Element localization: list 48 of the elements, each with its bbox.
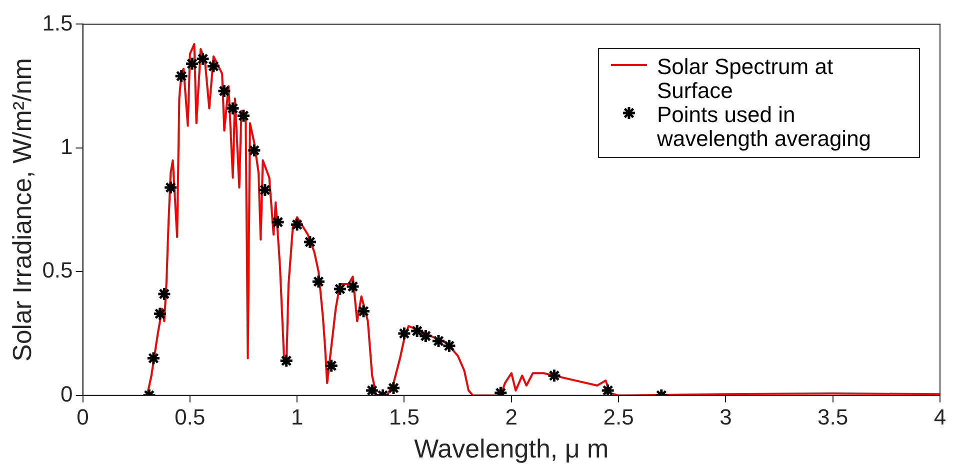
point [174,68,189,84]
point [156,286,172,302]
y-tick-label: 1.5 [42,10,73,36]
point [346,279,360,294]
point [236,108,251,124]
point [216,84,232,98]
y-axis-title: Solar Irradiance, W/m²/nm [6,58,37,362]
point [146,351,161,366]
point [332,282,348,296]
point [431,334,446,348]
y-tick-label: 0 [60,381,73,406]
point [226,101,240,116]
x-tick-label: 1.5 [388,404,420,430]
point [206,59,221,74]
point [356,304,371,319]
x-tick-label: 2.5 [603,404,634,430]
point [302,234,318,250]
point [324,358,339,373]
point [547,368,562,383]
y-tick-label: 0.5 [42,258,73,283]
point [163,180,178,195]
point [442,338,456,354]
point [410,324,424,338]
legend-label: Points used in wavelength averaging [657,102,872,151]
point [396,326,412,341]
point [418,328,433,344]
legend-label: Solar Spectrum at Surface [657,54,834,103]
point [246,143,262,158]
x-tick-label: 2 [505,404,518,430]
x-tick-label: 4 [934,404,946,430]
x-tick-label: 1 [290,404,304,430]
point [290,217,304,232]
x-tick-label: 0.5 [174,404,206,430]
point [364,383,380,396]
point [386,380,401,396]
x-axis-title: Wavelength, μ m [414,434,609,464]
point [311,274,326,289]
point [600,383,616,396]
y-tick-label: 1 [60,134,73,159]
point [270,214,286,230]
point [184,56,200,72]
point [279,354,294,368]
point [196,52,210,66]
x-tick-label: 3.5 [818,404,848,430]
x-tick-label: 3 [720,404,732,430]
x-tick-label: 0 [76,404,89,430]
point [258,182,272,198]
point [152,306,168,321]
